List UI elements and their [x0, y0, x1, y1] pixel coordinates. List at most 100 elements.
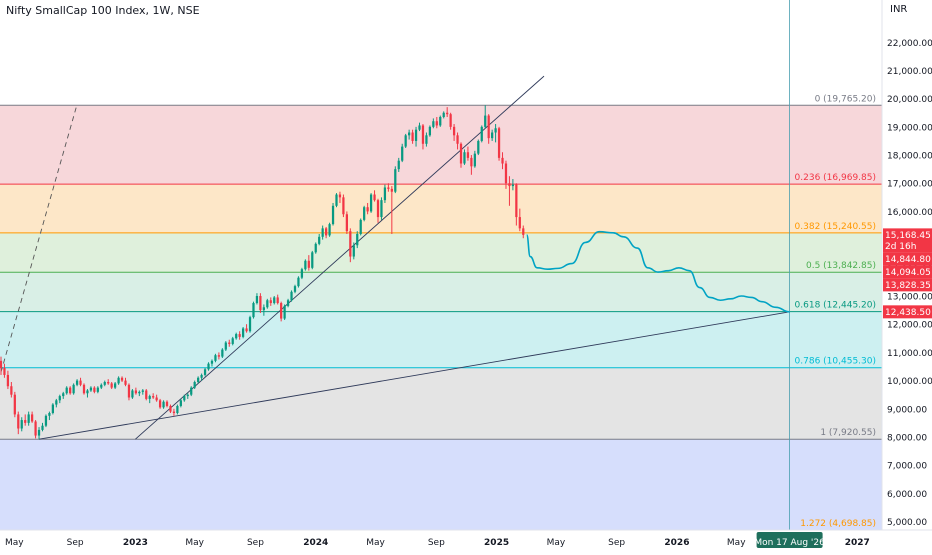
candle-body [152, 396, 155, 398]
candle-body [373, 194, 376, 201]
candle-body [276, 297, 279, 304]
fib-label-0.618: 0.618 (12,445.20) [795, 301, 876, 311]
fib-zone-0.786-1 [0, 367, 882, 440]
candle-body [497, 128, 501, 158]
price-tag-label: 13,828.35 [885, 281, 931, 291]
price-tag-label: 14,844.80 [885, 255, 931, 265]
candle-body [401, 146, 404, 161]
candle-body [408, 132, 411, 136]
fib-label-0: 0 (19,765.20) [815, 94, 876, 104]
candle-body [345, 214, 348, 232]
candle-body [114, 383, 117, 388]
crosshair-date-label: Mon 17 Aug '26 [754, 538, 825, 548]
candle-body [432, 121, 435, 127]
y-tick-label: 18,000.00 [887, 152, 932, 162]
candle-body [214, 355, 217, 361]
candle-body [259, 296, 262, 311]
candle-body [131, 390, 134, 398]
candle-body [477, 140, 480, 154]
candle-body [522, 228, 525, 235]
y-tick-label: 8,000.00 [887, 433, 927, 443]
candle-body [342, 197, 345, 215]
candle-body [89, 387, 93, 391]
candle-body [366, 207, 369, 212]
candle-body [314, 243, 317, 253]
candle-body [290, 291, 293, 301]
price-tag [883, 252, 932, 266]
fib-zone-0.382-0.5 [0, 232, 882, 273]
candle-body [387, 187, 390, 189]
candle-body [145, 390, 148, 399]
candle-body [352, 245, 355, 257]
y-tick-label: 19,000.00 [887, 123, 932, 133]
candle-body [93, 387, 96, 392]
candle-body [200, 374, 203, 378]
candle-body [487, 115, 490, 139]
candle-body [245, 328, 248, 332]
candle-body [20, 420, 23, 429]
candle-body [193, 381, 196, 388]
y-tick-label: 21,000.00 [887, 67, 932, 77]
candle-body [41, 425, 44, 430]
price-tag [883, 305, 932, 319]
x-tick-label: 2023 [123, 538, 148, 548]
fib-zone-0.236-0.382 [0, 184, 882, 233]
y-tick-label: 10,000.00 [887, 377, 932, 387]
candle-body [494, 128, 497, 133]
candle-body [141, 390, 144, 392]
candle-body [165, 401, 169, 406]
candle-body [235, 334, 238, 339]
fib-zone-0.5-0.618 [0, 272, 882, 312]
candle-body [58, 396, 61, 401]
candle-body [158, 400, 162, 408]
candle-body [356, 233, 359, 246]
candle-body [252, 303, 255, 318]
price-tag-label: 15,168.45 [885, 231, 931, 241]
y-tick-label: 16,000.00 [887, 208, 932, 218]
chart-title: Nifty SmallCap 100 Index, 1W, NSE [6, 4, 200, 17]
candle-body [155, 397, 158, 401]
candle-body [321, 228, 324, 237]
candle-body [491, 132, 494, 139]
candle-body [75, 380, 79, 385]
candle-body [48, 413, 51, 416]
candle-body [241, 328, 245, 337]
candle-body [266, 300, 269, 308]
candle-body [480, 126, 483, 141]
currency-label[interactable]: INR [890, 4, 908, 15]
x-tick-label: May [185, 538, 204, 548]
candle-body [120, 377, 124, 381]
candle-body [397, 160, 400, 170]
candle-body [269, 300, 272, 304]
candle-body [248, 317, 252, 332]
x-tick-label: Sep [428, 538, 445, 548]
y-tick-label: 5,000.00 [887, 518, 927, 528]
candle-body [179, 400, 182, 406]
candle-body [435, 121, 438, 126]
candle-body [34, 421, 37, 436]
candle-body [124, 380, 127, 385]
candle-body [283, 305, 286, 319]
x-tick-label: 2027 [845, 538, 870, 548]
candle-body [30, 414, 34, 422]
candle-body [414, 129, 418, 141]
candle-body [96, 387, 99, 392]
x-tick-label: 2024 [303, 538, 328, 548]
y-tick-label: 9,000.00 [887, 405, 927, 415]
candle-body [172, 411, 176, 414]
candle-body [44, 415, 48, 426]
candle-body [127, 384, 131, 398]
candle-body [103, 381, 106, 385]
candle-body [456, 135, 459, 144]
candle-body [363, 207, 366, 220]
candle-body [110, 383, 113, 388]
candle-body [459, 143, 463, 164]
candle-body [394, 169, 397, 192]
price-tag-countdown: 2d 16h [885, 242, 916, 252]
y-tick-label: 12,000.00 [887, 321, 932, 331]
candle-body [203, 369, 207, 375]
candle-body [55, 400, 58, 405]
candle-body [3, 367, 6, 375]
